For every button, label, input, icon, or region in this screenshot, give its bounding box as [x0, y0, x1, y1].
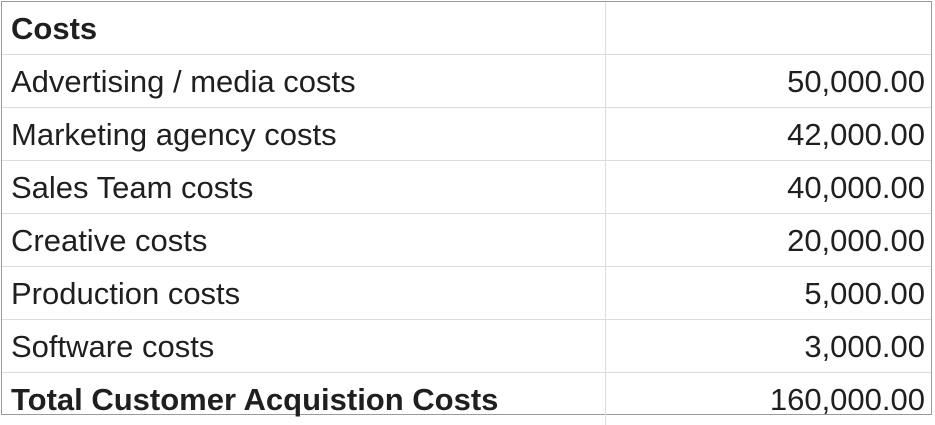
- cost-value-cell[interactable]: 20,000.00: [605, 214, 931, 267]
- cost-value-cell[interactable]: 50,000.00: [605, 55, 931, 108]
- cost-label-cell[interactable]: Creative costs: [2, 214, 605, 267]
- cost-label-cell[interactable]: Software costs: [2, 320, 605, 373]
- table-row: Sales Team costs 40,000.00: [2, 161, 931, 214]
- total-value-cell[interactable]: 160,000.00: [605, 373, 931, 425]
- table-row: Creative costs 20,000.00: [2, 214, 931, 267]
- cost-value-cell[interactable]: 5,000.00: [605, 267, 931, 320]
- total-row: Total Customer Acquistion Costs 160,000.…: [2, 373, 931, 425]
- cost-value-cell[interactable]: 40,000.00: [605, 161, 931, 214]
- header-row: Costs: [2, 2, 931, 55]
- cost-label-cell[interactable]: Advertising / media costs: [2, 55, 605, 108]
- table-row: Software costs 3,000.00: [2, 320, 931, 373]
- spreadsheet-table: Costs Advertising / media costs 50,000.0…: [1, 1, 932, 415]
- header-label-cell[interactable]: Costs: [2, 2, 605, 55]
- cost-value-cell[interactable]: 3,000.00: [605, 320, 931, 373]
- table-row: Advertising / media costs 50,000.00: [2, 55, 931, 108]
- cost-label-cell[interactable]: Marketing agency costs: [2, 108, 605, 161]
- total-label-cell[interactable]: Total Customer Acquistion Costs: [2, 373, 605, 425]
- cost-label-cell[interactable]: Sales Team costs: [2, 161, 605, 214]
- header-value-cell[interactable]: [605, 2, 931, 55]
- cost-value-cell[interactable]: 42,000.00: [605, 108, 931, 161]
- table-row: Production costs 5,000.00: [2, 267, 931, 320]
- table-row: Marketing agency costs 42,000.00: [2, 108, 931, 161]
- cost-label-cell[interactable]: Production costs: [2, 267, 605, 320]
